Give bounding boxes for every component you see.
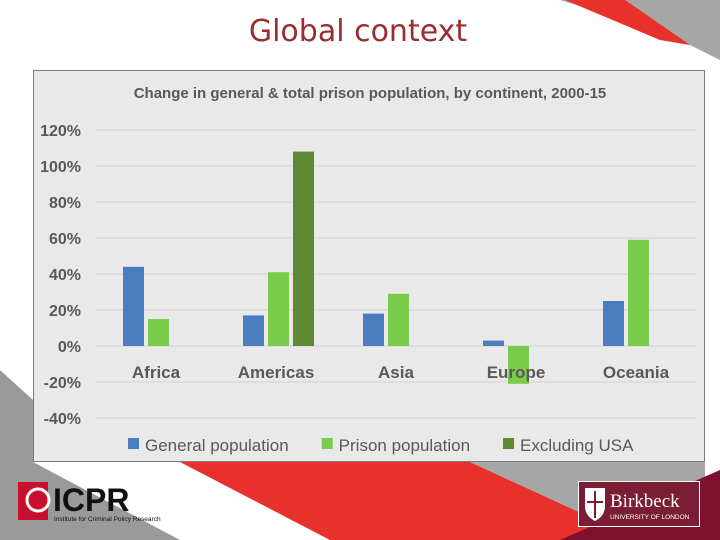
- birkbeck-wordmark: Birkbeck: [610, 491, 680, 512]
- bar: [603, 301, 624, 346]
- chart-container: Change in general & total prison populat…: [33, 70, 705, 462]
- x-category-label: Africa: [132, 363, 181, 382]
- bar: [363, 313, 384, 346]
- y-tick-label: 80%: [49, 195, 81, 212]
- red-band-top-right: [565, 0, 690, 45]
- x-category-label: Europe: [487, 363, 546, 382]
- bar: [148, 319, 169, 346]
- x-category-label: Americas: [238, 363, 315, 382]
- chart-title: Change in general & total prison populat…: [134, 85, 607, 102]
- bar: [483, 340, 504, 346]
- bar: [123, 266, 144, 346]
- y-tick-label: 120%: [40, 123, 81, 140]
- x-category-label: Oceania: [603, 363, 670, 382]
- bar: [293, 151, 314, 346]
- legend-label: Excluding USA: [520, 436, 634, 455]
- slide-title: Global context: [248, 14, 468, 49]
- red-band-bottom: [180, 462, 640, 540]
- birkbeck-tagline: UNIVERSITY OF LONDON: [610, 514, 690, 521]
- y-tick-label: 20%: [49, 303, 81, 320]
- icpr-emblem-icon: [18, 482, 48, 520]
- icpr-logo: ICPR Institute for Criminal Policy Resea…: [18, 480, 168, 529]
- x-category-label: Asia: [378, 363, 414, 382]
- birkbeck-logo: Birkbeck UNIVERSITY OF LONDON: [578, 481, 700, 527]
- y-tick-label: -40%: [44, 411, 81, 428]
- y-tick-label: 0%: [58, 339, 81, 356]
- bar: [388, 293, 409, 346]
- grey-band-top-right: [560, 0, 720, 60]
- y-tick-label: 40%: [49, 267, 81, 284]
- legend-label: Prison population: [339, 436, 470, 455]
- legend-swatch: [128, 438, 139, 449]
- bar: [508, 346, 529, 384]
- y-tick-label: -20%: [44, 375, 81, 392]
- legend-swatch: [321, 438, 333, 449]
- y-tick-label: 100%: [40, 159, 81, 176]
- icpr-wordmark: ICPR: [53, 482, 129, 518]
- bar: [268, 272, 289, 346]
- icpr-tagline: Institute for Criminal Policy Research: [54, 516, 161, 523]
- bar: [628, 239, 649, 346]
- bar: [243, 315, 264, 346]
- legend-label: General population: [145, 436, 289, 455]
- y-tick-label: 60%: [49, 231, 81, 248]
- bar-chart: Change in general & total prison populat…: [40, 85, 696, 455]
- legend-swatch: [503, 438, 515, 449]
